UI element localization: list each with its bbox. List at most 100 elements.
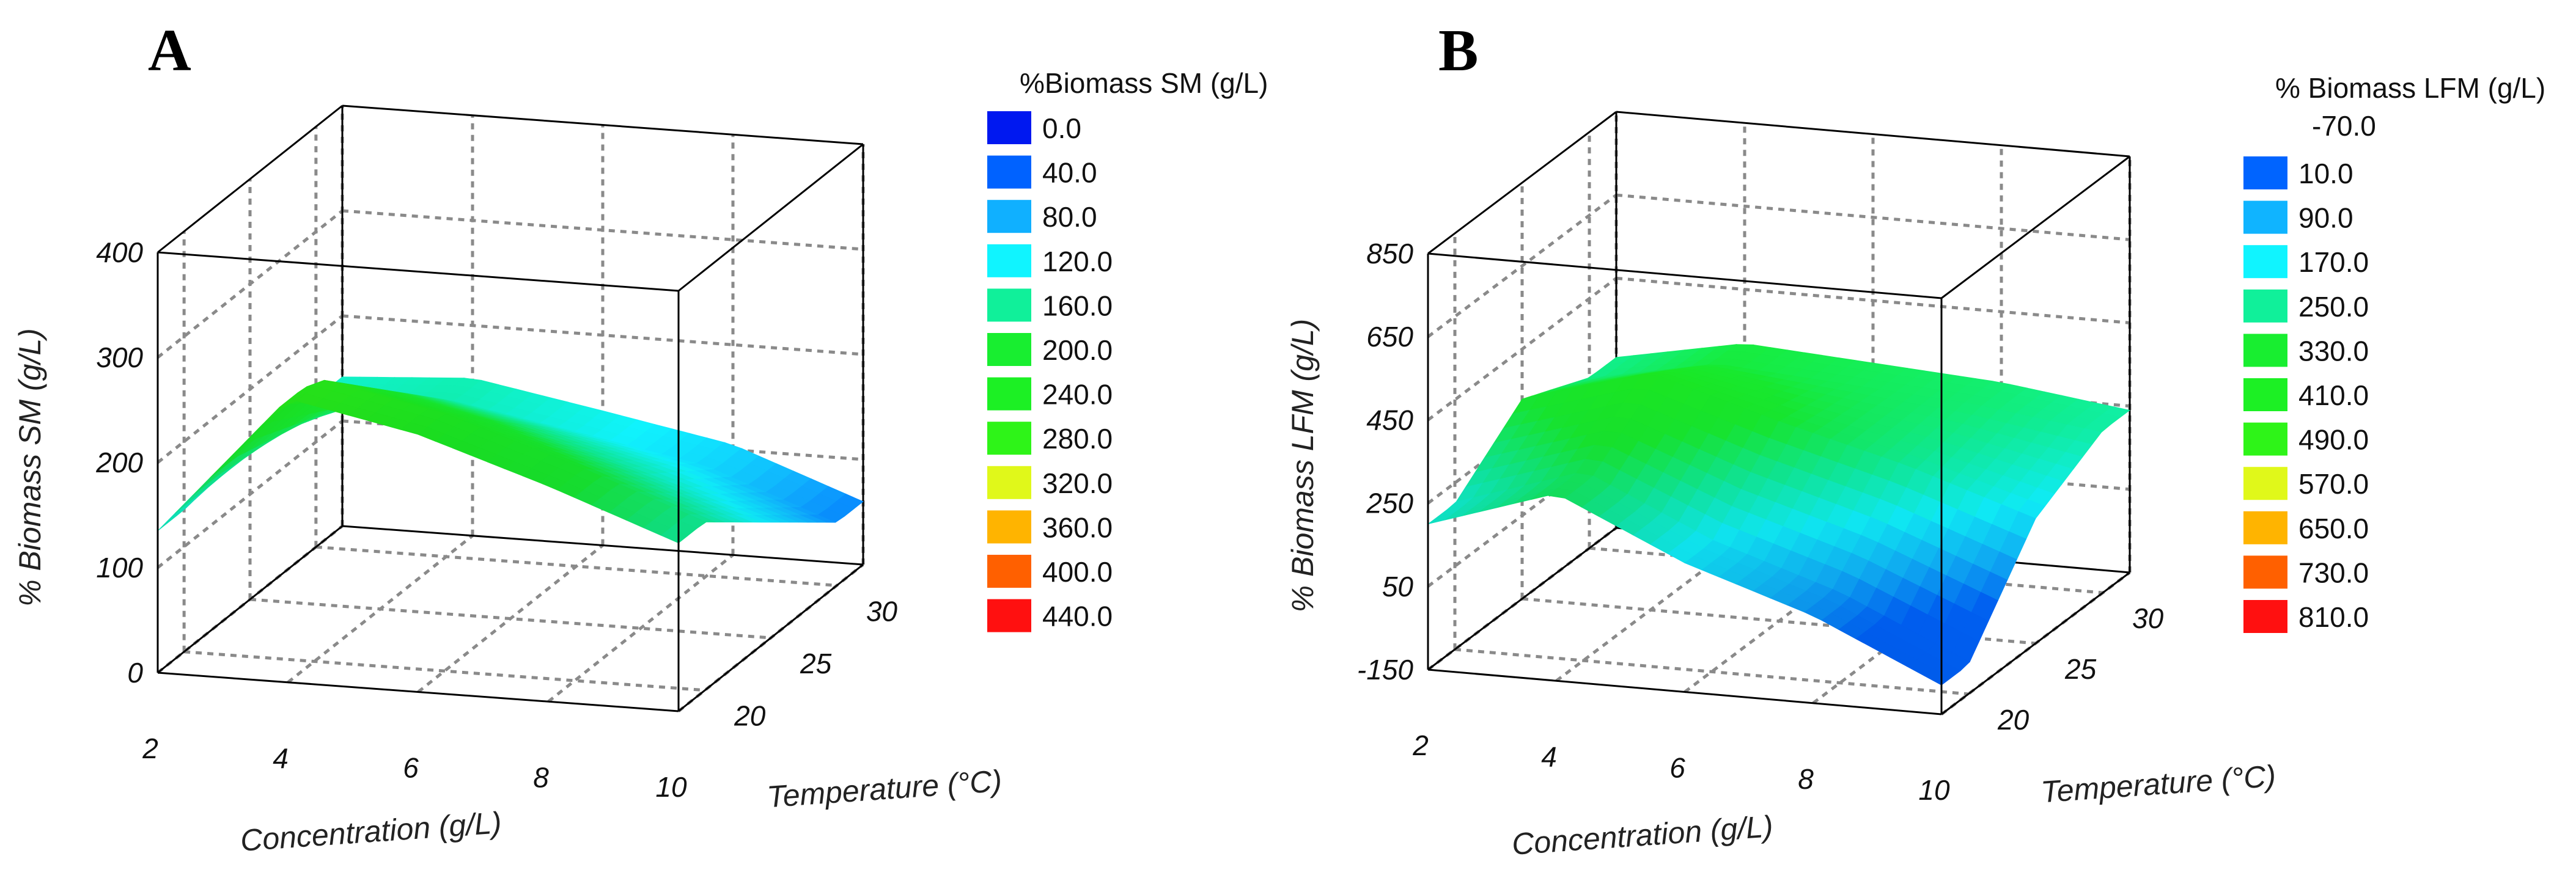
y-tick-label: 20	[1997, 704, 2030, 736]
legend-label: 160.0	[1042, 290, 1113, 321]
legend-label: 120.0	[1042, 246, 1113, 277]
z-tick-label: 250	[1366, 488, 1413, 519]
legend-swatch	[2243, 245, 2287, 279]
z-tick-label: 650	[1366, 321, 1413, 353]
x-tick-label: 6	[403, 752, 419, 784]
box-edge	[342, 525, 864, 566]
y-tick-label: 25	[2064, 653, 2097, 685]
floor-grid-line	[1454, 648, 1969, 696]
floor-grid-line	[249, 598, 771, 640]
box-edge	[1616, 111, 2130, 158]
box-edge	[1427, 252, 1942, 299]
box-edge	[678, 143, 864, 292]
legend-swatch	[2243, 511, 2287, 544]
legend-swatch	[2243, 422, 2287, 456]
box-edge	[1427, 527, 1617, 671]
chart-panel-b: B -150 50 250 450 650 850 2 4 6 8 10 20 25 30 % Bioma…	[1286, 18, 2545, 862]
surface-patch	[175, 488, 202, 514]
chart-panel-a: A 0 100 200 300 400 2 4 6 8 10 20 25 30 % Biomass SM…	[13, 18, 1268, 858]
surface-patch	[660, 527, 688, 544]
legend-swatch	[2243, 555, 2287, 589]
z-tick-label: -150	[1357, 654, 1413, 686]
x-tick-label: 4	[1541, 741, 1557, 772]
legend-label: 0.0	[1042, 112, 1081, 144]
box-edge	[1941, 155, 2130, 299]
legend-title: % Biomass LFM (g/L)	[2275, 72, 2545, 104]
legend-swatch	[987, 200, 1031, 233]
back-wall-grid-line	[342, 209, 864, 251]
legend-swatch	[987, 333, 1031, 366]
x-tick-label: 8	[1798, 763, 1814, 795]
floor-grid-line	[183, 650, 705, 692]
legend-label: 400.0	[1042, 556, 1113, 588]
x-axis-label-a: Concentration (g/L)	[239, 805, 502, 858]
z-tick-label: 200	[95, 447, 143, 478]
legend-label: 650.0	[2298, 513, 2369, 544]
y-tick-label: 30	[866, 595, 898, 627]
surface-patch	[157, 505, 185, 532]
legend-swatch	[2243, 334, 2287, 367]
z-tick-label: 400	[96, 236, 143, 268]
legend-swatch	[987, 555, 1031, 588]
legend-swatch	[987, 599, 1031, 632]
z-tick-label: 50	[1382, 571, 1414, 602]
legend-label: 440.0	[1042, 601, 1113, 632]
legend-swatch	[987, 377, 1031, 411]
y-tick-label: 30	[2132, 602, 2164, 634]
y-tick-label: 25	[800, 648, 832, 679]
floor-grid-line	[1522, 597, 2036, 645]
legend-swatch	[2243, 600, 2287, 633]
panel-letter-b: B	[1438, 18, 1478, 84]
legend-label: 90.0	[2298, 202, 2353, 234]
z-tick-label: 850	[1366, 238, 1413, 269]
x-tick-label: 2	[1412, 730, 1429, 761]
x-tick-label: 6	[1669, 752, 1685, 784]
y-axis-label-a: Temperature (°C)	[766, 764, 1003, 814]
surface-patch	[1924, 668, 1952, 686]
legend-label: 410.0	[2298, 379, 2369, 411]
surface-patch	[192, 470, 219, 496]
legend-label: 320.0	[1042, 467, 1113, 499]
box-edge	[157, 671, 679, 712]
legend-swatch	[987, 111, 1031, 144]
legend-swatch	[987, 155, 1031, 189]
z-axis-label-b: % Biomass LFM (g/L)	[1286, 319, 1320, 613]
z-tick-label: 100	[96, 552, 143, 584]
x-tick-label: 2	[142, 733, 158, 764]
box-edge	[1427, 111, 1617, 255]
box-edge	[1941, 571, 2130, 715]
side-wall-grid-line	[1427, 194, 1617, 338]
legend-label: 280.0	[1042, 423, 1113, 455]
z-tick-label: 0	[127, 657, 143, 689]
legend-swatch	[987, 244, 1031, 277]
side-wall-grid-line	[1427, 443, 1617, 588]
legend-swatch	[2243, 289, 2287, 323]
x-tick-label: 8	[533, 761, 549, 793]
x-axis-label-b: Concentration (g/L)	[1511, 809, 1774, 862]
legend-label: 330.0	[2298, 335, 2369, 367]
back-wall-grid-line	[1616, 276, 2130, 324]
legend-label: 810.0	[2298, 601, 2369, 633]
box-edge	[678, 563, 864, 712]
legend-label: 170.0	[2298, 246, 2369, 278]
legend-swatch	[2243, 467, 2287, 500]
z-axis-label-a: % Biomass SM (g/L)	[13, 328, 47, 607]
floor-grid-line	[547, 554, 734, 703]
legend-label: 490.0	[2298, 424, 2369, 456]
surface-patch	[210, 456, 238, 481]
back-wall-grid-line	[342, 314, 864, 356]
legend-title: %Biomass SM (g/L)	[1020, 67, 1268, 99]
box-edge	[157, 104, 343, 254]
side-wall-grid-line	[156, 210, 344, 359]
legend-swatch	[987, 422, 1031, 455]
z-tick-label: 450	[1366, 404, 1413, 436]
back-wall-grid-line	[1616, 193, 2130, 241]
legend-swatch	[987, 466, 1031, 499]
x-tick-label: 4	[273, 742, 289, 774]
y-tick-label: 20	[734, 700, 766, 732]
floor-grid-line	[315, 545, 837, 587]
legend-label: 570.0	[2298, 468, 2369, 500]
box-edge	[157, 251, 679, 292]
legend-label: 10.0	[2298, 158, 2353, 189]
